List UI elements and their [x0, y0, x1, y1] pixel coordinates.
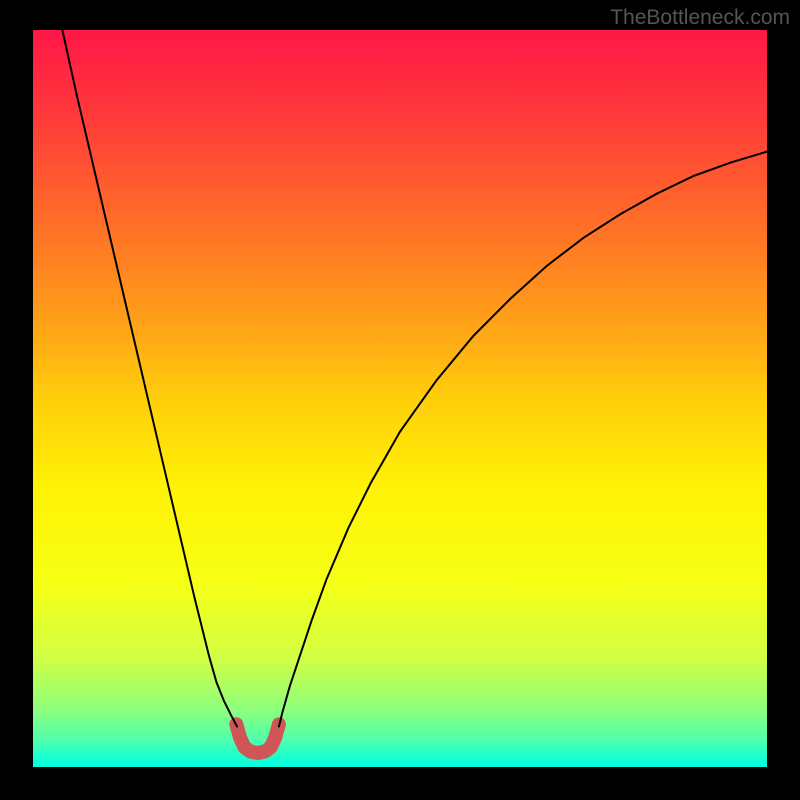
plot-area: [33, 30, 767, 767]
plot-svg: [33, 30, 767, 767]
chart-container: TheBottleneck.com: [0, 0, 800, 800]
gradient-background: [33, 30, 767, 767]
watermark-text: TheBottleneck.com: [610, 6, 790, 30]
